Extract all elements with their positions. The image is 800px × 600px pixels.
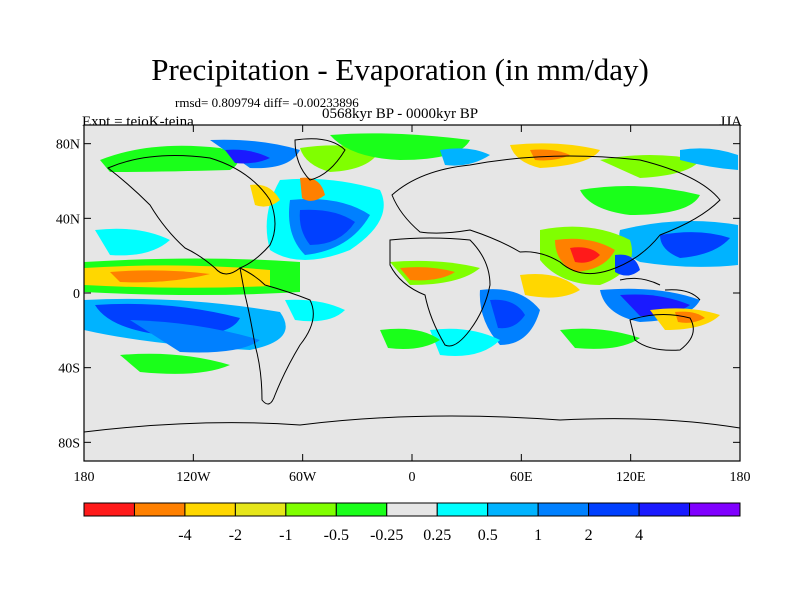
colorbar-label: -0.25	[370, 527, 403, 544]
lon-tick-label: 180	[74, 470, 95, 485]
colorbar-label: 0.5	[478, 527, 498, 544]
lat-tick-label: 40S	[58, 362, 80, 377]
lon-tick-label: 120E	[616, 470, 646, 485]
colorbar-swatch	[83, 502, 135, 517]
coastlines	[84, 138, 740, 433]
time-period-text: 0568kyr BP - 0000kyr BP	[322, 106, 479, 122]
colorbar-swatch	[234, 502, 287, 517]
colorbar-swatch	[487, 502, 539, 517]
colorbar-label: -2	[229, 527, 242, 544]
colorbar-label: 0.25	[423, 527, 451, 544]
lat-tick-label: 40N	[56, 212, 80, 227]
lon-tick-label: 60E	[510, 470, 533, 485]
lat-tick-label: 0	[73, 287, 80, 302]
colorbar-swatch	[184, 502, 236, 517]
lat-tick-label: 80S	[58, 436, 80, 451]
plot-title: Precipitation - Evaporation (in mm/day)	[151, 52, 649, 87]
colorbar-swatch	[689, 502, 741, 517]
latitude-axis: 80N 40N 0 40S 80S	[56, 138, 740, 451]
colorbar-swatch	[638, 502, 691, 517]
colorbar-label: 1	[534, 527, 542, 544]
colorbar-label: -1	[279, 527, 292, 544]
lon-tick-label: 180	[730, 470, 751, 485]
colorbar-swatch	[285, 502, 337, 517]
colorbar-swatch	[588, 502, 640, 517]
colorbar: -4 -2 -1 -0.5 -0.25 0.25 0.5 1 2 4	[83, 502, 741, 544]
lon-tick-label: 60W	[289, 470, 317, 485]
lat-tick-label: 80N	[56, 138, 80, 153]
colorbar-label: -4	[178, 527, 191, 544]
lon-tick-label: 0	[409, 470, 416, 485]
colorbar-swatch	[386, 502, 438, 517]
colorbar-swatch	[335, 502, 388, 517]
colorbar-label: 2	[585, 527, 593, 544]
colorbar-label: -0.5	[324, 527, 349, 544]
pe-anomaly-field	[84, 133, 738, 374]
colorbar-label: 4	[635, 527, 643, 544]
lon-tick-label: 120W	[176, 470, 211, 485]
longitude-axis: 180 120W 60W 0 60E 120E 180	[74, 125, 751, 485]
rmsd-diff-text: rmsd= 0.809794 diff= -0.00233896	[175, 95, 359, 110]
colorbar-swatch	[133, 502, 186, 517]
colorbar-swatch	[436, 502, 489, 517]
colorbar-swatch	[537, 502, 590, 517]
